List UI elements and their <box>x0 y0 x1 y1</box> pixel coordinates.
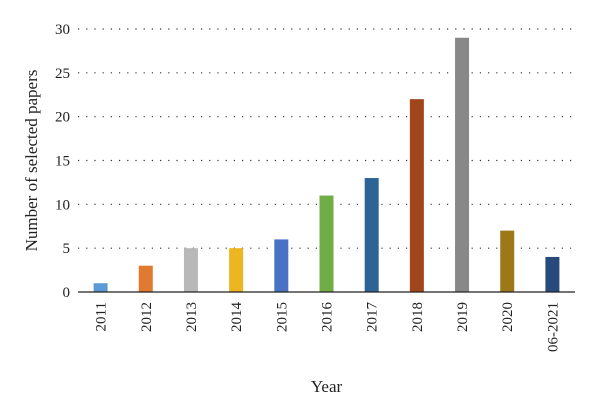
x-tick-label: 2012 <box>139 302 155 332</box>
bar-2017 <box>364 178 379 292</box>
bar-2016 <box>319 195 334 292</box>
x-tick-label: 2017 <box>365 302 381 333</box>
bar-2019 <box>455 37 470 293</box>
x-tick-label: 2020 <box>500 302 516 332</box>
x-tick-label: 2015 <box>274 302 290 332</box>
x-tick-label: 2016 <box>320 302 336 333</box>
y-axis-title: Number of selected papers <box>22 70 41 252</box>
x-tick-label: 2013 <box>184 302 200 332</box>
bar-2020 <box>500 230 515 292</box>
x-tick-label: 2014 <box>229 302 245 333</box>
x-tick-label: 2011 <box>94 302 110 331</box>
x-tick-label: 2018 <box>410 302 426 332</box>
y-tick-label: 15 <box>55 154 70 170</box>
y-tick-label: 5 <box>63 241 71 257</box>
gridlines <box>78 28 575 249</box>
x-tick-labels: 2011 2012 2013 2014 2015 2016 2017 2018 2019 2020… <box>94 302 562 353</box>
bars <box>93 37 560 293</box>
x-tick-label: 2019 <box>455 302 471 332</box>
bar-2015 <box>274 239 289 292</box>
y-tick-label: 0 <box>63 285 71 301</box>
bar-06-2021 <box>545 256 560 292</box>
y-tick-label: 20 <box>55 110 70 126</box>
bar-2012 <box>138 265 153 292</box>
x-tick-label: 06-2021 <box>545 302 561 352</box>
bar-2014 <box>229 248 244 292</box>
y-tick-label: 10 <box>55 197 70 213</box>
bar-2013 <box>183 248 198 292</box>
y-tick-label: 25 <box>55 66 70 82</box>
bar-2018 <box>409 99 424 292</box>
y-tick-labels: 0 5 10 15 20 25 30 <box>55 22 70 301</box>
bar-2011 <box>93 283 108 292</box>
x-axis-title: Year <box>311 377 343 396</box>
y-tick-label: 30 <box>55 22 70 38</box>
